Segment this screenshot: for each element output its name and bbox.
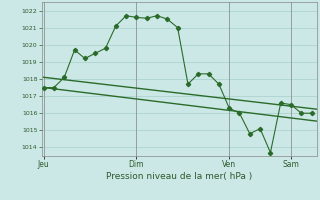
X-axis label: Pression niveau de la mer( hPa ): Pression niveau de la mer( hPa ) <box>106 172 252 181</box>
